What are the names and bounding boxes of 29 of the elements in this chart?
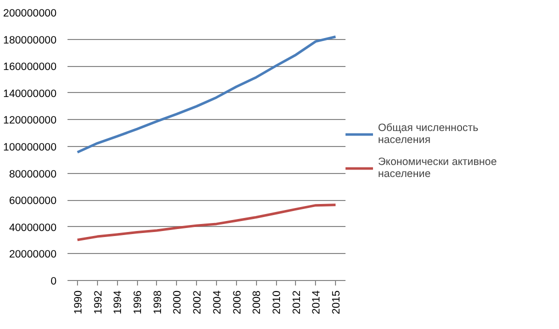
x-tick-label: 2015 <box>330 290 343 314</box>
y-tick-label: 20000000 <box>9 248 57 261</box>
line-series <box>76 204 337 242</box>
x-tick-label: 1994 <box>112 290 124 314</box>
y-tick-label: 120000000 <box>3 114 57 127</box>
x-tick-label: 1992 <box>92 290 104 314</box>
x-tick-label: 2010 <box>271 290 283 314</box>
y-tick-label: 140000000 <box>3 88 57 100</box>
legend-label: Экономически активное население <box>378 156 497 180</box>
x-tick-label: 1996 <box>132 290 144 314</box>
x-tick-label: 2014 <box>310 290 323 314</box>
x-tick-label: 2002 <box>192 290 204 314</box>
legend-label: Общая численность населения <box>378 122 478 146</box>
y-tick-label: 40000000 <box>9 222 57 234</box>
x-tick-label: 1998 <box>152 290 164 314</box>
y-tick-label: 180000000 <box>3 34 57 46</box>
y-tick-label: 60000000 <box>9 195 57 208</box>
y-tick-label: 160000000 <box>3 61 57 74</box>
x-tick-label: 2012 <box>290 290 303 314</box>
x-tick-label: 2006 <box>231 290 244 314</box>
y-tick-label: 200000000 <box>3 8 57 20</box>
x-tick-label: 1990 <box>72 290 84 314</box>
y-tick-label: 80000000 <box>9 168 57 180</box>
x-tick-label: 2004 <box>211 290 224 314</box>
x-tick-label: 2000 <box>172 290 184 314</box>
x-tick-label: 2008 <box>251 290 264 314</box>
y-tick-label: 100000000 <box>3 142 57 154</box>
line-series <box>76 36 337 154</box>
y-tick-label: 0 <box>50 276 57 288</box>
